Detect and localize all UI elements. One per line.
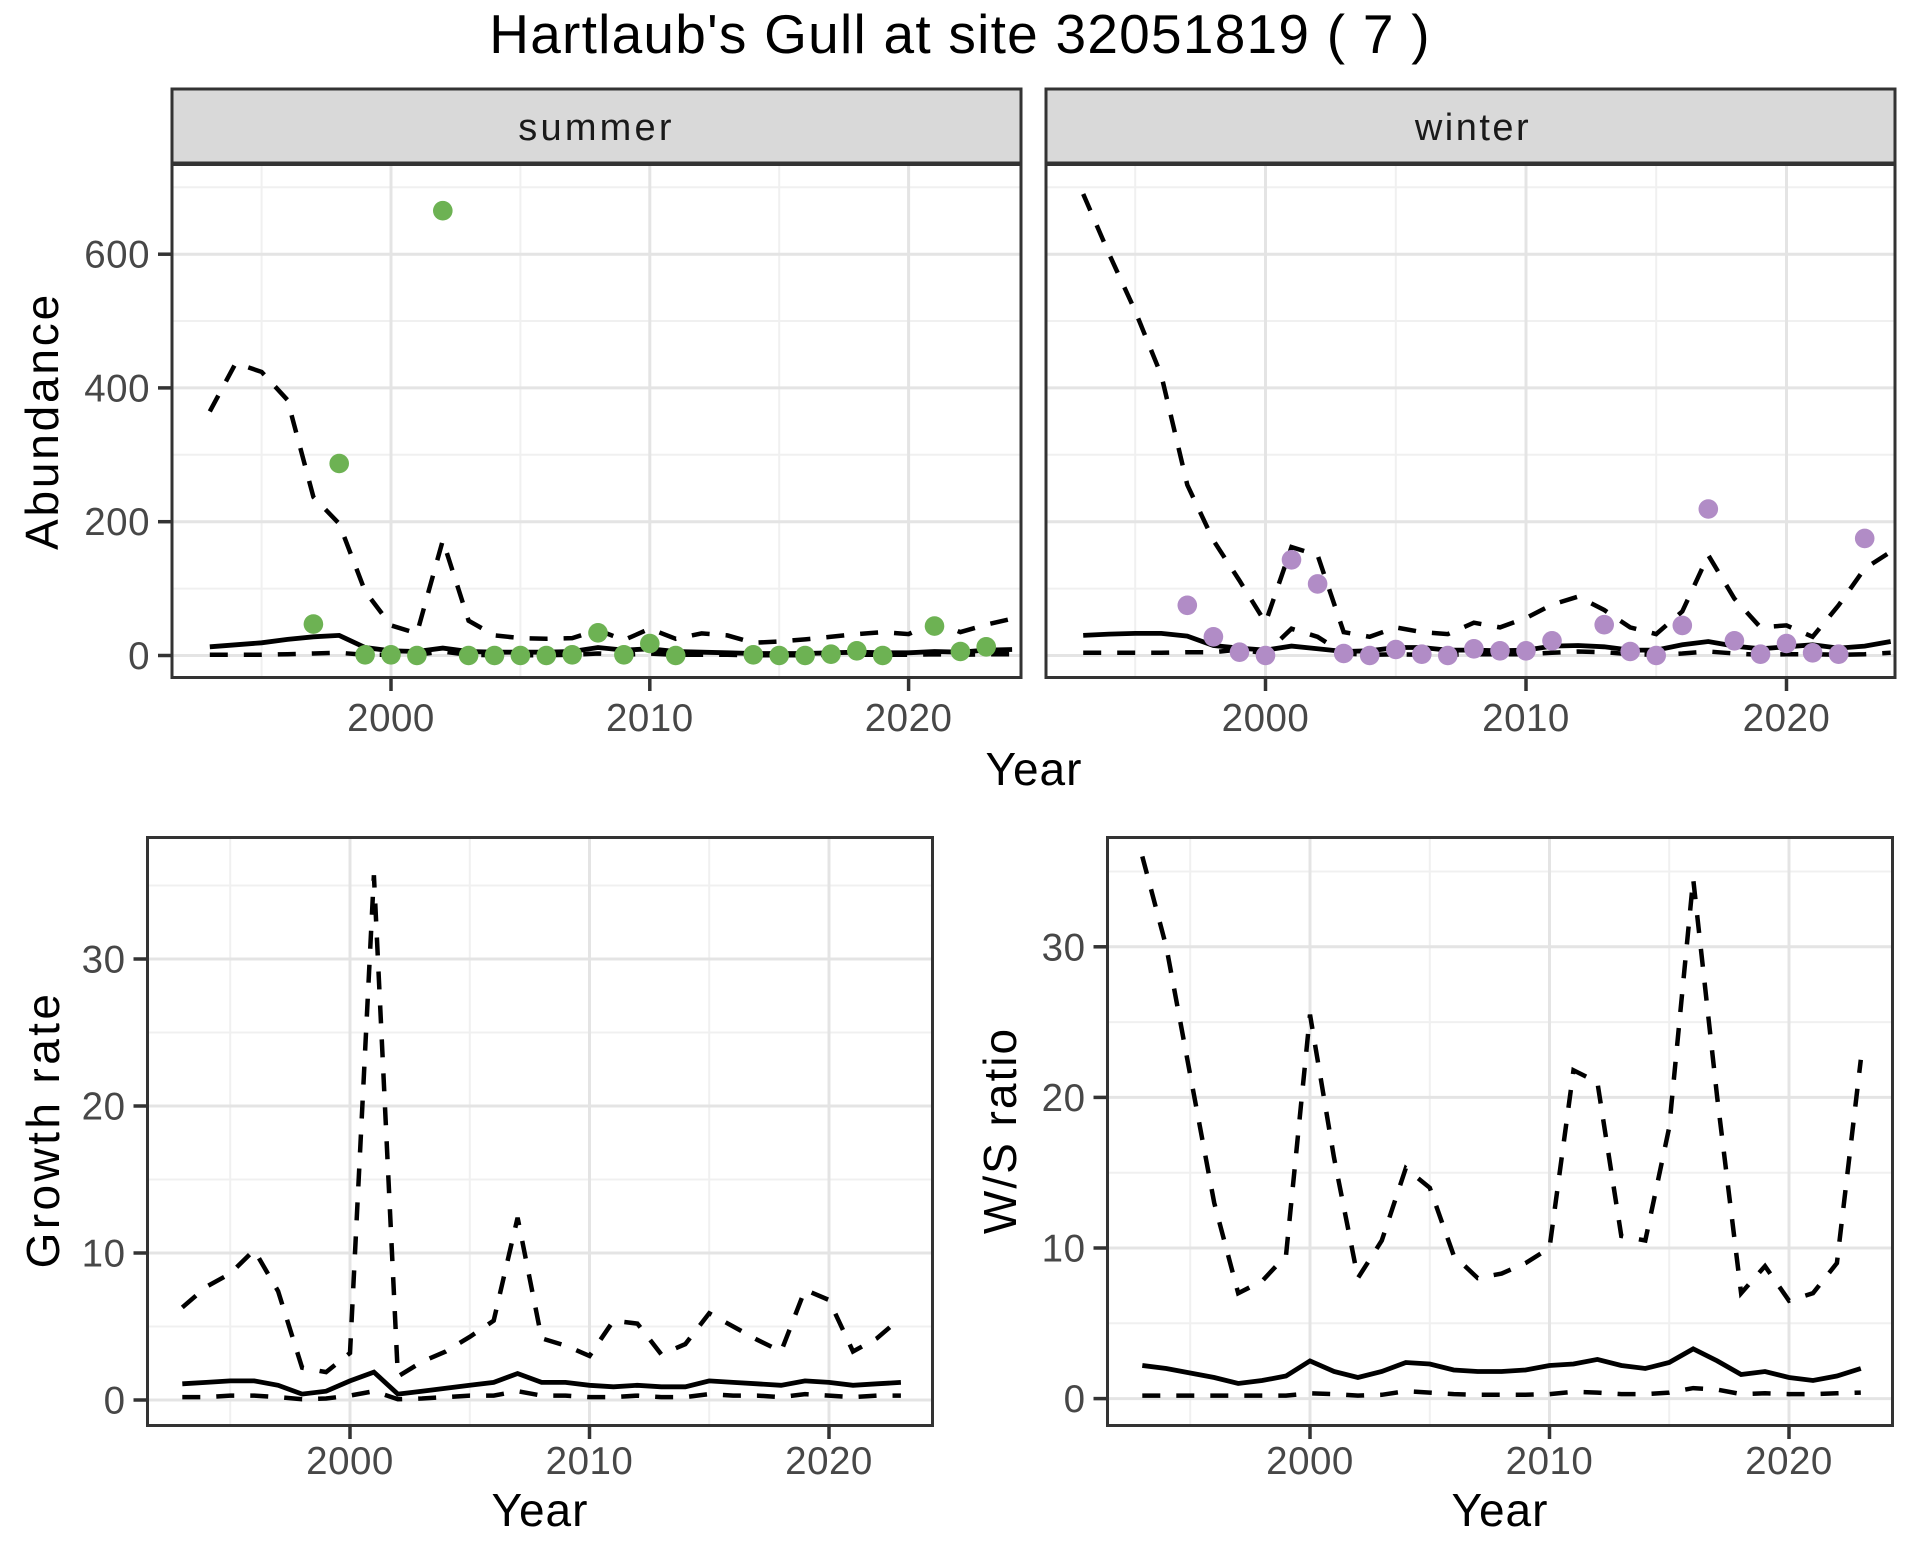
svg-text:Abundance: Abundance xyxy=(16,292,68,550)
svg-text:20: 20 xyxy=(1042,1077,1086,1120)
svg-text:0: 0 xyxy=(1064,1378,1086,1421)
svg-text:2010: 2010 xyxy=(606,697,694,740)
svg-text:2010: 2010 xyxy=(546,1440,634,1483)
svg-text:Hartlaub's Gull at site 320518: Hartlaub's Gull at site 32051819 ( 7 ) xyxy=(489,3,1431,65)
svg-text:Growth rate: Growth rate xyxy=(17,991,69,1269)
svg-text:0: 0 xyxy=(104,1380,126,1423)
svg-text:30: 30 xyxy=(1042,926,1086,969)
svg-text:W/S ratio: W/S ratio xyxy=(974,1027,1026,1234)
svg-text:10: 10 xyxy=(82,1233,126,1276)
svg-text:2020: 2020 xyxy=(1745,1440,1833,1483)
svg-text:2000: 2000 xyxy=(1266,1440,1354,1483)
svg-text:600: 600 xyxy=(84,234,150,277)
svg-text:400: 400 xyxy=(84,367,150,410)
svg-text:2020: 2020 xyxy=(865,697,953,740)
svg-text:2010: 2010 xyxy=(1482,697,1570,740)
svg-text:2000: 2000 xyxy=(306,1440,394,1483)
svg-text:winter: winter xyxy=(1414,107,1531,149)
svg-text:2000: 2000 xyxy=(347,697,435,740)
svg-text:20: 20 xyxy=(82,1086,126,1129)
svg-text:30: 30 xyxy=(82,939,126,982)
svg-text:2000: 2000 xyxy=(1222,697,1310,740)
svg-text:10: 10 xyxy=(1042,1228,1086,1271)
svg-text:2010: 2010 xyxy=(1506,1440,1594,1483)
svg-text:Year: Year xyxy=(1452,1484,1549,1536)
svg-text:200: 200 xyxy=(84,501,150,544)
svg-text:Year: Year xyxy=(492,1484,589,1536)
svg-text:2020: 2020 xyxy=(1743,697,1831,740)
svg-text:Year: Year xyxy=(986,743,1083,795)
svg-text:0: 0 xyxy=(128,635,150,678)
svg-text:summer: summer xyxy=(518,107,674,149)
svg-text:2020: 2020 xyxy=(785,1440,873,1483)
